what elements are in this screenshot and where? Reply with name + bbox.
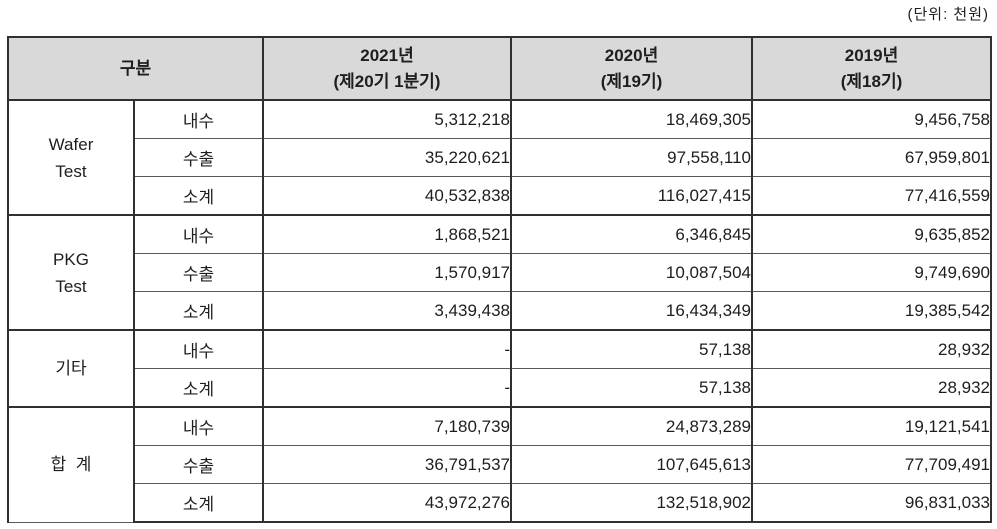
- group-total-cell: 합 계: [7, 406, 135, 523]
- header-year-2021-line1: 2021년: [360, 45, 414, 65]
- value-cell: -: [262, 329, 512, 369]
- table-row: 소계 - 57,138 28,932: [8, 368, 992, 408]
- value-cell: 18,469,305: [510, 99, 753, 139]
- value-cell: 107,645,613: [510, 445, 753, 484]
- value-cell: 1,868,521: [262, 214, 512, 254]
- header-year-2020-cell: 2020년 (제19기): [510, 36, 753, 101]
- table-row: 수출 35,220,621 97,558,110 67,959,801: [8, 138, 992, 177]
- value-cell: 9,635,852: [751, 214, 992, 254]
- value-cell: 35,220,621: [262, 138, 512, 177]
- value-cell: 67,959,801: [751, 138, 992, 177]
- value-cell: 7,180,739: [262, 406, 512, 446]
- value-cell: 116,027,415: [510, 176, 753, 216]
- table-row: 수출 36,791,537 107,645,613 77,709,491: [8, 445, 992, 484]
- value-cell: 6,346,845: [510, 214, 753, 254]
- header-year-2019-line1: 2019년: [844, 45, 899, 65]
- header-category-cell: 구분: [7, 36, 264, 101]
- table-row: 소계 40,532,838 116,027,415 77,416,559: [8, 176, 992, 216]
- value-cell: 77,416,559: [751, 176, 992, 216]
- value-cell: 28,932: [751, 329, 992, 369]
- table-row: 소계 43,972,276 132,518,902 96,831,033: [8, 483, 992, 523]
- table-row: Wafer Test 내수 5,312,218 18,469,305 9,456…: [7, 99, 992, 216]
- value-cell: 40,532,838: [262, 176, 512, 216]
- value-cell: 5,312,218: [262, 99, 512, 139]
- header-year-2021-line2: (제20기 1분기): [333, 71, 441, 91]
- header-year-2020-line1: 2020년: [604, 45, 659, 65]
- table-row: 기타 내수 - 57,138 28,932: [7, 329, 992, 408]
- row-type-cell: 소계: [133, 483, 264, 523]
- header-row: 구분 2021년 (제20기 1분기) 2020년 (제19기) 2019년 (…: [7, 36, 992, 101]
- value-cell: 36,791,537: [262, 445, 512, 484]
- table-header: 구분 2021년 (제20기 1분기) 2020년 (제19기) 2019년 (…: [7, 36, 992, 101]
- value-cell: 16,434,349: [510, 291, 753, 331]
- table-row: 합 계 내수 7,180,739 24,873,289 19,121,541: [7, 406, 992, 523]
- value-cell: 96,831,033: [751, 483, 992, 523]
- value-cell: 77,709,491: [751, 445, 992, 484]
- row-type-cell: 내수: [133, 406, 264, 446]
- value-cell: 9,456,758: [751, 99, 992, 139]
- revenue-table: 구분 2021년 (제20기 1분기) 2020년 (제19기) 2019년 (…: [7, 36, 992, 523]
- header-year-2021-cell: 2021년 (제20기 1분기): [262, 36, 512, 101]
- header-year-2019-cell: 2019년 (제18기): [751, 36, 992, 101]
- group-etc-cell: 기타: [7, 329, 135, 408]
- row-type-cell: 내수: [133, 329, 264, 369]
- value-cell: 24,873,289: [510, 406, 753, 446]
- value-cell: 10,087,504: [510, 253, 753, 292]
- table-row: PKG Test 내수 1,868,521 6,346,845 9,635,85…: [7, 214, 992, 331]
- value-cell: 57,138: [510, 329, 753, 369]
- row-type-cell: 내수: [133, 214, 264, 254]
- value-cell: 1,570,917: [262, 253, 512, 292]
- value-cell: 97,558,110: [510, 138, 753, 177]
- row-type-cell: 내수: [133, 99, 264, 139]
- row-type-cell: 수출: [133, 445, 264, 484]
- value-cell: 9,749,690: [751, 253, 992, 292]
- group-pkg-test-cell: PKG Test: [7, 214, 135, 331]
- row-type-cell: 소계: [133, 368, 264, 408]
- table-row: 수출 1,570,917 10,087,504 9,749,690: [8, 253, 992, 292]
- header-category-label: 구분: [119, 58, 152, 78]
- value-cell: 3,439,438: [262, 291, 512, 331]
- row-type-cell: 수출: [133, 138, 264, 177]
- value-cell: 19,121,541: [751, 406, 992, 446]
- header-year-2019-line2: (제18기): [840, 71, 903, 91]
- row-type-cell: 소계: [133, 176, 264, 216]
- value-cell: 28,932: [751, 368, 992, 408]
- table-row: 소계 3,439,438 16,434,349 19,385,542: [8, 291, 992, 331]
- value-cell: 43,972,276: [262, 483, 512, 523]
- value-cell: 19,385,542: [751, 291, 992, 331]
- value-cell: 57,138: [510, 368, 753, 408]
- row-type-cell: 수출: [133, 253, 264, 292]
- group-wafer-test-cell: Wafer Test: [7, 99, 135, 216]
- value-cell: 132,518,902: [510, 483, 753, 523]
- table-body: Wafer Test 내수 5,312,218 18,469,305 9,456…: [7, 99, 992, 523]
- value-cell: -: [262, 368, 512, 408]
- header-year-2020-line2: (제19기): [600, 71, 663, 91]
- row-type-cell: 소계: [133, 291, 264, 331]
- unit-note: (단위: 천원): [907, 6, 989, 23]
